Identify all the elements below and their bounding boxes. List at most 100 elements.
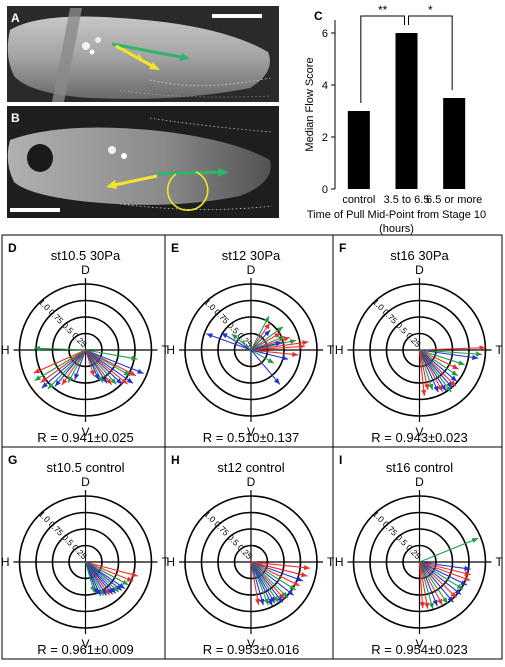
polar-title: st12 30Pa [222,248,281,263]
vector-arrow [419,561,464,590]
vector-arrow [250,561,273,607]
vector-arrow [419,537,479,563]
vector-arrow [85,349,128,385]
vector-arrow [250,315,270,351]
r-statistic: R = 0.953±0.016 [203,642,299,657]
axis-label-v: V [415,425,423,439]
vector-arrow [419,561,454,603]
axis-label-d: D [247,475,256,489]
vector-arrow [250,329,271,351]
vector-arrow [33,349,86,374]
vector-arrow [67,349,86,383]
polar-title: st12 control [217,460,284,475]
x-tick-label: control [342,194,375,206]
vector-arrow [250,349,281,385]
vector-arrow [84,561,96,593]
r-statistic: R = 0.943±0.023 [371,430,467,445]
vector-arrow [34,349,86,382]
vector-arrow [419,349,479,361]
axis-label-t: T [496,555,504,569]
vector-arrow [419,561,443,606]
panel-label: F [339,241,346,255]
r-statistic: R = 0.510±0.137 [203,430,299,445]
vector-arrow [419,561,471,576]
vector-arrow [250,349,299,357]
vector-arrow [250,332,281,351]
vector-arrow [419,561,462,595]
x-tick-label: 6.5 or more [426,194,482,206]
panel-b-micrograph [7,106,279,218]
y-tick-label: 4 [322,80,328,92]
axis-label-d: D [415,263,424,277]
polar-title: st10.5 30Pa [51,248,121,263]
ring-label: 0.75 [47,519,66,538]
vector-arrow [250,326,284,351]
y-tick-label: 0 [322,184,328,196]
axis-label-d: D [415,475,424,489]
vector-arrow [85,561,138,577]
vector-arrow [250,561,311,571]
vector-arrow [250,322,271,351]
vector-arrow [418,349,430,391]
axis-label-t: T [162,555,170,569]
vector-arrow [250,561,308,578]
vector-arrow [419,349,458,382]
vector-arrow [85,561,129,586]
y-axis-label: Median Flow Score [304,57,316,151]
vector-arrow [419,561,471,571]
vector-arrow [419,349,452,393]
vector-arrow [250,341,282,351]
axis-label-t: T [327,555,335,569]
polar-title: st16 30Pa [390,248,449,263]
significance-bracket [360,15,405,103]
axis-label-h: H [1,343,10,357]
vector-arrow [85,349,123,385]
axis-label-h: H [166,555,175,569]
vector-arrow [85,561,134,582]
vector-arrow [85,349,134,384]
vector-arrow [54,349,86,387]
vector-arrow [231,333,252,351]
vector-arrow [221,332,252,351]
x-tick-label: 3.5 to 6.5 [384,194,430,206]
bar-2 [395,33,418,189]
ring-label: 0.75 [47,307,66,326]
axis-label-t: T [162,343,170,357]
vector-arrow [250,340,309,351]
ring-label: 0.75 [212,519,231,538]
axis-label-v: V [247,637,255,651]
vector-arrow [85,349,117,385]
vector-arrow [250,344,306,351]
vector-arrow [250,561,284,603]
r-statistic: R = 0.961±0.009 [37,642,133,657]
vector-arrow [206,333,252,351]
axis-label-d: D [81,263,90,277]
vector-arrow [250,349,275,364]
vector-arrow [40,349,86,384]
r-statistic: R = 0.941±0.025 [37,430,133,445]
panel-label-c: C [314,9,323,23]
vector-arrow [419,349,457,387]
panel-label: I [339,453,342,467]
vector-arrow [61,349,86,386]
panel-label-b: B [11,111,20,125]
scale-bar [212,14,262,18]
vector-arrow [250,561,300,587]
vector-arrow [418,561,425,609]
vector-arrow [419,561,468,586]
bar-1 [347,111,370,189]
axis-label-h: H [166,343,175,357]
vector-arrow [419,345,486,351]
vector-arrow [84,349,100,381]
vector-arrow [250,561,261,605]
axis-label-h: H [335,555,344,569]
axis-label-v: V [415,637,423,651]
vector-arrow [418,349,434,391]
